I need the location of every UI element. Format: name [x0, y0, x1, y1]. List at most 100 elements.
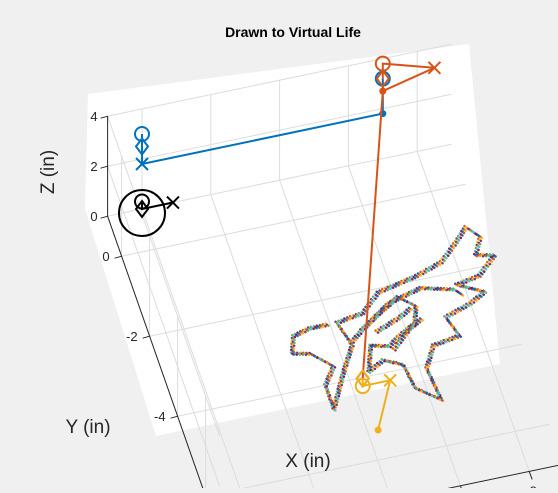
z-tick-mark — [100, 115, 108, 119]
grid-line-z-wall — [107, 116, 221, 437]
drawing-dot — [369, 362, 373, 366]
drawing-dot — [336, 397, 340, 401]
drawing-dot — [416, 323, 419, 326]
drawing-dot — [292, 347, 296, 350]
drawing-dot — [325, 384, 329, 388]
drawing-dot — [298, 353, 302, 356]
drawing-dot — [443, 259, 446, 262]
drawing-dot — [352, 341, 355, 344]
drawing-dot — [351, 317, 354, 320]
drawing-dot — [430, 353, 434, 357]
grid-line-z-wall — [107, 166, 221, 487]
drawing-dot — [339, 321, 343, 324]
drawing-dot — [432, 348, 436, 351]
marker-circle — [134, 193, 150, 210]
drawing-dot — [404, 295, 408, 298]
drawing-dot — [357, 314, 360, 318]
drawing-dot — [374, 317, 377, 321]
grid-line-x — [347, 165, 461, 486]
grid-line-z — [107, 93, 452, 167]
drawing-dot — [473, 277, 477, 281]
drawing-dot — [340, 327, 343, 331]
drawing-dot — [415, 387, 418, 391]
drawing-dot — [427, 269, 431, 273]
drawing-dot — [410, 308, 413, 312]
drawing-dot — [370, 348, 374, 351]
drawing-dot — [347, 358, 351, 362]
drawing-dot — [378, 292, 381, 295]
drawing-dot — [448, 315, 451, 318]
drawing-dot — [335, 403, 338, 406]
drawing-dot — [446, 254, 450, 257]
grid-line-y — [149, 263, 494, 337]
drawing-dot — [417, 388, 421, 392]
drawing-dot — [467, 304, 471, 308]
drawing-dot — [389, 287, 392, 291]
drawing-dot — [410, 292, 413, 296]
marker-dot — [379, 87, 387, 95]
drawing-dot — [408, 374, 412, 378]
drawing-dot — [456, 336, 460, 340]
drawing-dot — [476, 276, 479, 280]
drawing-dot — [450, 338, 454, 342]
drawing-dot — [430, 356, 433, 360]
marker-diamond — [375, 68, 391, 89]
drawing-dot — [477, 248, 480, 252]
drawing-dot — [451, 313, 454, 317]
drawing-dot — [338, 392, 341, 395]
drawing-dot — [448, 339, 451, 343]
drawing-dot — [336, 400, 339, 404]
chart-title: Drawn to Virtual Life — [225, 24, 361, 40]
drawing-dot — [395, 319, 399, 323]
drawing-dot — [479, 239, 483, 243]
marker-diamond — [134, 136, 150, 157]
drawing-dot — [389, 302, 392, 306]
x-tick-mark — [528, 471, 533, 480]
drawing-dot — [372, 319, 375, 323]
drawing-dot — [338, 325, 342, 328]
drawing-dot — [368, 323, 371, 327]
drawing-dot — [409, 328, 412, 332]
drawing-dot — [296, 334, 299, 338]
drawing-dot — [415, 311, 419, 315]
drawing-dot — [341, 378, 345, 381]
drawing-dot — [456, 241, 459, 245]
marker-circle — [134, 126, 150, 142]
drawing-dot — [307, 353, 311, 357]
drawing-dot — [464, 229, 467, 232]
drawing-dot — [400, 316, 404, 319]
drawing-dot — [382, 309, 386, 312]
grid-line-y — [177, 343, 522, 417]
drawing-dot — [380, 291, 384, 294]
drawing-dot — [293, 341, 296, 345]
drawing-dot — [398, 344, 401, 347]
drawing-dot — [346, 364, 349, 367]
drawing-dot — [394, 300, 397, 303]
z-tick-mark — [100, 215, 108, 219]
drawing-dot — [304, 353, 308, 357]
drawing-dot — [416, 305, 419, 309]
drawing-dot — [370, 321, 373, 325]
drawing-dot — [387, 305, 390, 308]
drawing-dot — [313, 355, 316, 358]
drawing-dot — [462, 231, 466, 235]
z-axis-label: Z (in) — [38, 150, 59, 194]
drawing-dot — [389, 345, 392, 349]
drawing-dot — [470, 303, 473, 306]
drawing-dot — [376, 331, 380, 334]
drawing-dot — [301, 353, 305, 357]
axes-box — [100, 115, 558, 493]
drawing-dot — [345, 335, 348, 338]
drawing-dot — [342, 375, 346, 378]
drawing-dot — [391, 286, 395, 289]
drawing-dot — [328, 363, 332, 366]
drawing-dot — [408, 302, 411, 305]
marker-circle — [374, 55, 391, 72]
drawing-dot — [298, 333, 302, 336]
drawing-dot — [461, 234, 464, 237]
drawing-dot — [330, 399, 334, 403]
drawing-dot — [344, 369, 347, 373]
drawing-dot — [329, 396, 333, 400]
drawing-dot — [341, 381, 344, 384]
